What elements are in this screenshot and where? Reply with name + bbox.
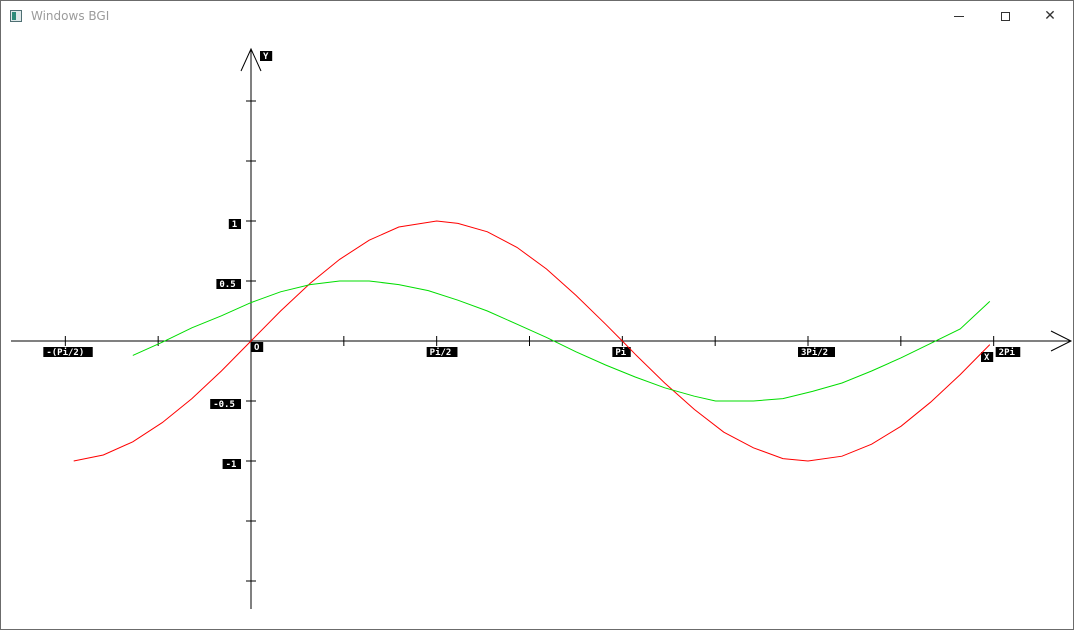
x-tick-label: Pi/2 (430, 347, 452, 358)
title-bar[interactable]: Windows BGI ✕ (1, 1, 1073, 32)
maximize-button[interactable] (982, 1, 1028, 31)
minimize-icon (954, 15, 964, 17)
x-tick-label: -(Pi/2) (46, 347, 84, 358)
series-line-0 (73, 220, 991, 462)
y-tick-label-bg (216, 279, 241, 289)
x-tick-label: 3Pi/2 (801, 347, 828, 358)
y-tick-label: -0.5 (213, 400, 235, 410)
x-tick-label: Pi (615, 347, 626, 358)
origin-label: O (254, 343, 260, 353)
origin-label-bg (251, 342, 264, 352)
x-tick-label-bg (612, 347, 631, 357)
x-tick-label-bg (426, 347, 458, 357)
y-tick-label-bg (228, 219, 241, 229)
x-tick-label-bg (798, 347, 836, 357)
maximize-icon (1000, 11, 1010, 21)
y-tick-label: 1 (232, 220, 237, 230)
y-tick-label-bg (210, 399, 241, 409)
y-tick-label: 0.5 (219, 280, 235, 290)
x-axis-label: X (984, 353, 990, 363)
x-axis-label-bg (981, 352, 994, 362)
y-axis-arrow (240, 47, 262, 72)
y-tick-label-bg (222, 459, 241, 469)
app-window-icon (10, 10, 22, 22)
minimize-button[interactable] (936, 1, 982, 31)
y-axis-label: Y (263, 52, 269, 62)
close-button[interactable]: ✕ (1027, 1, 1073, 31)
series-line-1 (132, 280, 991, 402)
window-title: Windows BGI (31, 9, 110, 23)
y-axis-label-bg (260, 51, 273, 61)
x-tick-label-bg (43, 347, 93, 357)
y-tick-label: -1 (226, 460, 237, 470)
close-icon: ✕ (1044, 8, 1056, 24)
x-tick-label: 2Pi (999, 347, 1016, 358)
x-axis-arrow (1050, 330, 1073, 352)
x-tick-label-bg (995, 347, 1021, 357)
